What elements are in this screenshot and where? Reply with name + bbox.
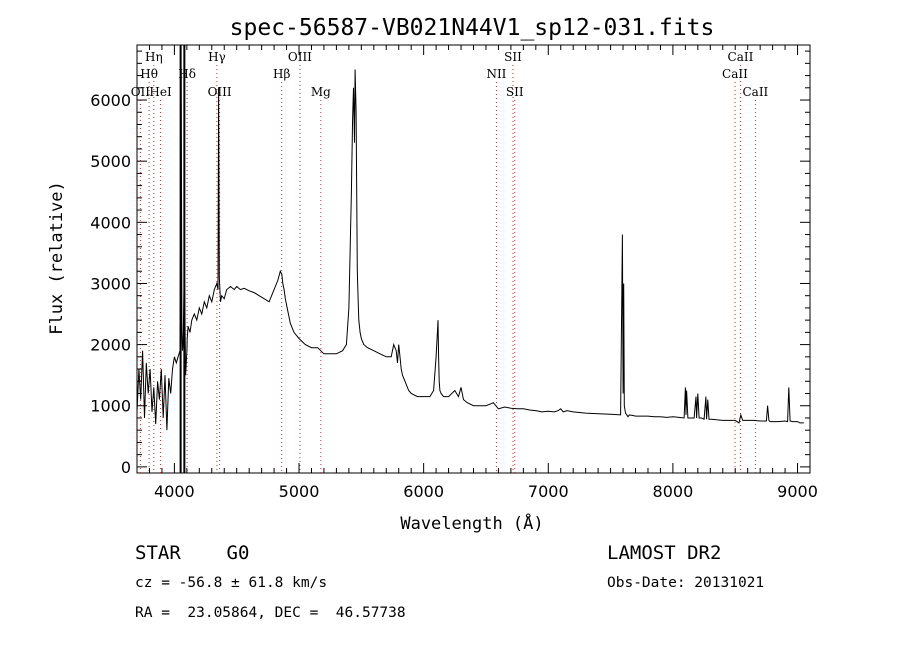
y-tick-label: 4000	[90, 213, 131, 232]
line-marker-label: OIII	[208, 85, 232, 99]
x-tick-label: 6000	[403, 482, 444, 501]
y-tick-label: 1000	[90, 397, 131, 416]
line-marker-label: OIII	[288, 50, 312, 64]
line-marker-label: CaII	[742, 85, 768, 99]
axes: 4000 5000 6000 7000 8000 9000 0 1000 2000 3000 400…	[90, 45, 818, 501]
line-marker-label: SII	[506, 85, 524, 99]
object-class: STAR G0	[135, 542, 250, 564]
line-marker-label: Hδ	[178, 67, 196, 81]
x-axis-label: Wavelength (Å)	[400, 512, 543, 534]
line-marker-label: Hη	[145, 50, 163, 64]
plot-frame	[136, 44, 811, 474]
x-tick-label: 4000	[154, 482, 195, 501]
x-tick-label: 7000	[528, 482, 569, 501]
line-marker-label: Hθ	[140, 67, 158, 81]
line-marker-label: Mg	[311, 85, 331, 99]
y-tick-label: 3000	[90, 274, 131, 293]
line-marker-label: OII	[131, 85, 151, 99]
x-tick-label: 8000	[653, 482, 694, 501]
line-marker-label: CaII	[722, 67, 748, 81]
spectrum-line	[136, 69, 804, 431]
line-marker-label: CaII	[728, 50, 754, 64]
line-marker-label: SII	[504, 50, 522, 64]
y-tick-label: 5000	[90, 152, 131, 171]
line-marker-label: Hγ	[208, 50, 226, 64]
y-axis-label: Flux (relative)	[47, 181, 67, 335]
y-tick-label: 2000	[90, 336, 131, 355]
coordinates: RA = 23.05864, DEC = 46.57738	[135, 605, 406, 621]
line-marker-label: Hβ	[273, 67, 290, 81]
survey-name: LAMOST DR2	[607, 542, 722, 564]
x-tick-label: 9000	[777, 482, 818, 501]
observation-date: Obs-Date: 20131021	[607, 575, 765, 591]
y-tick-label: 6000	[90, 91, 131, 110]
x-tick-label: 5000	[279, 482, 320, 501]
line-marker-label: HeI	[149, 85, 172, 99]
chart-title: spec-56587-VB021N44V1_sp12-031.fits	[230, 15, 715, 41]
redshift-velocity: cz = -56.8 ± 61.8 km/s	[135, 575, 328, 591]
line-marker-label: NII	[486, 67, 506, 81]
y-tick-label: 0	[121, 458, 131, 477]
